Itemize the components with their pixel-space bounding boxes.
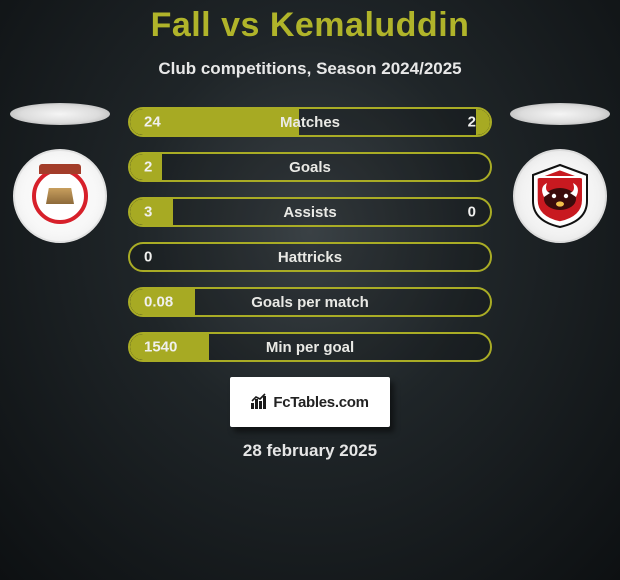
stat-row-hattricks: 0Hattricks	[128, 242, 492, 272]
stat-label: Min per goal	[130, 339, 490, 356]
right-player-avatar	[510, 103, 610, 125]
right-player-block	[510, 103, 610, 243]
stat-label: Hattricks	[130, 249, 490, 266]
stat-label: Assists	[130, 204, 490, 221]
stat-row-matches: 24Matches2	[128, 107, 492, 137]
psm-crest-icon	[32, 168, 88, 224]
stat-value-right: 0	[468, 204, 476, 221]
stat-value-right: 2	[468, 114, 476, 131]
footer-date: 28 february 2025	[0, 441, 620, 461]
stat-label: Goals	[130, 159, 490, 176]
subtitle: Club competitions, Season 2024/2025	[0, 59, 620, 79]
stat-label: Matches	[130, 114, 490, 131]
comparison-panel: 24Matches22Goals3Assists00Hattricks0.08G…	[0, 107, 620, 362]
page-title: Fall vs Kemaluddin	[0, 0, 620, 45]
stat-row-assists: 3Assists0	[128, 197, 492, 227]
stat-row-goals: 2Goals	[128, 152, 492, 182]
stat-row-min_per_goal: 1540Min per goal	[128, 332, 492, 362]
madura-crest-icon	[525, 161, 595, 231]
branding-text: FcTables.com	[273, 394, 368, 411]
right-club-badge	[513, 149, 607, 243]
fctables-logo-icon	[251, 393, 269, 412]
branding-card[interactable]: FcTables.com	[230, 377, 390, 427]
stat-label: Goals per match	[130, 294, 490, 311]
left-player-block	[10, 103, 110, 243]
psm-ship-icon	[46, 188, 74, 204]
stat-row-goals_per_match: 0.08Goals per match	[128, 287, 492, 317]
stat-rows: 24Matches22Goals3Assists00Hattricks0.08G…	[128, 107, 492, 362]
left-player-avatar	[10, 103, 110, 125]
left-club-badge	[13, 149, 107, 243]
